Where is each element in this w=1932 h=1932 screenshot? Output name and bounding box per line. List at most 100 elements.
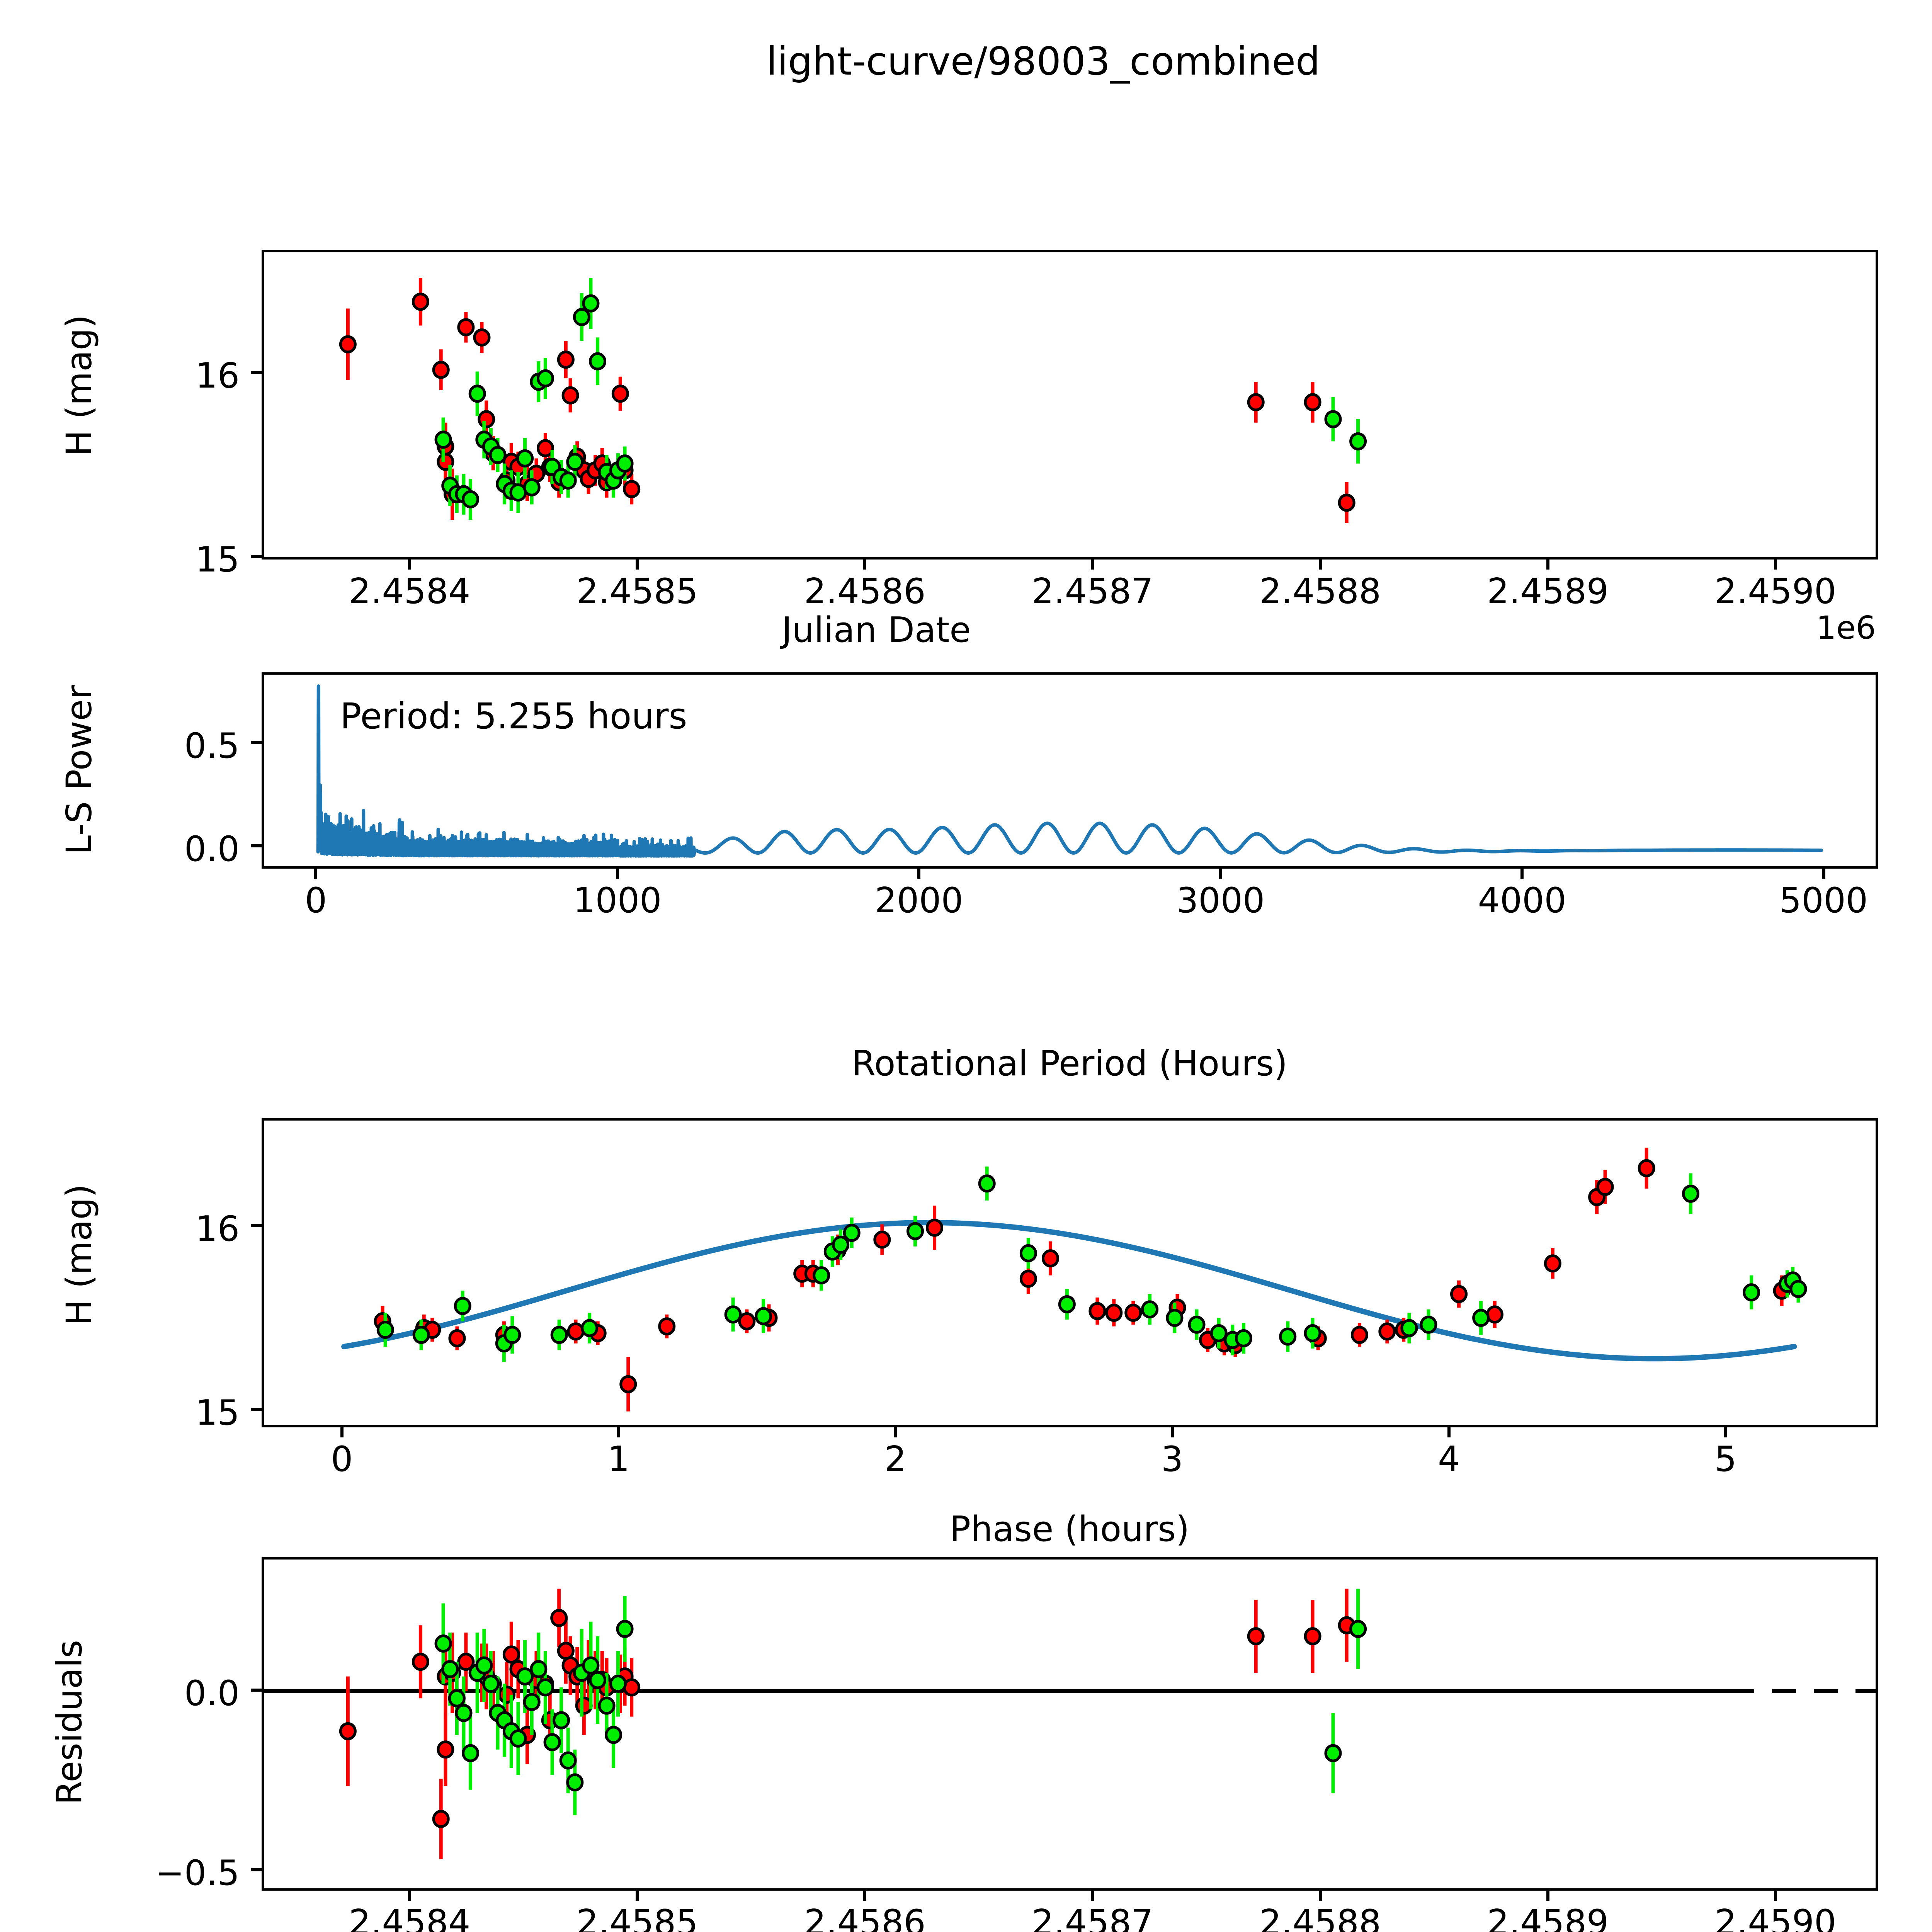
residuals-ytick-0-0: 0.0 (184, 1673, 240, 1714)
data-point (609, 1675, 627, 1693)
phased-xtick-mark (1724, 1427, 1728, 1437)
data-point (1279, 1327, 1297, 1346)
residuals-xtick-label-3: 2.4587 (1031, 1902, 1153, 1932)
periodogram-xtick-label-2: 2000 (874, 880, 963, 921)
lightcurve-x-offset-text: 1e6 (1816, 610, 1876, 646)
lightcurve-xtick-label-3: 2.4587 (1031, 571, 1153, 612)
lightcurve-xtick-label-1: 2.4585 (576, 571, 698, 612)
data-point (611, 384, 629, 403)
data-point (1486, 1305, 1503, 1324)
phased-xtick-label-5: 5 (1714, 1439, 1737, 1480)
data-point (478, 410, 495, 429)
periodogram-ytick-0-5: 0.5 (184, 726, 240, 766)
data-point (509, 1729, 527, 1748)
data-point (557, 1641, 575, 1660)
data-point (1338, 493, 1355, 512)
periodogram-xtick-label-0: 0 (304, 880, 327, 921)
data-point (566, 452, 584, 471)
periodogram-xtick-mark (1219, 869, 1222, 879)
phased-xtick-label-2: 2 (884, 1439, 906, 1480)
phased-xtick-label-3: 3 (1161, 1439, 1184, 1480)
data-point (567, 1322, 585, 1341)
data-point (1420, 1315, 1437, 1334)
data-point (1058, 1295, 1076, 1313)
data-point (462, 490, 480, 509)
data-point (462, 1744, 480, 1762)
data-point (434, 1634, 452, 1653)
lightcurve-xtick-label-5: 2.4589 (1487, 571, 1609, 612)
data-point (441, 1660, 459, 1679)
lightcurve-axes (262, 250, 1878, 560)
residuals-xtick-mark (636, 1891, 639, 1901)
residuals-xtick-label-2: 2.4586 (804, 1902, 926, 1932)
phased-xtick-mark (617, 1427, 620, 1437)
data-point (412, 1653, 429, 1671)
residuals-xtick-mark (1546, 1891, 1549, 1901)
residuals-ytick-neg-0-5: −0.5 (155, 1853, 240, 1893)
phased-xtick-mark (894, 1427, 897, 1437)
data-point (873, 1230, 891, 1249)
data-point (455, 1704, 473, 1722)
data-point (530, 1660, 548, 1679)
periodogram-axes (262, 672, 1878, 869)
lightcurve-xtick-mark (863, 560, 867, 570)
periodogram-xtick-mark (917, 869, 921, 879)
phased-xtick-mark (1170, 1427, 1174, 1437)
residuals-xtick-mark (1091, 1891, 1094, 1901)
residuals-xtick-mark (863, 1891, 867, 1901)
data-point (523, 1693, 541, 1711)
lightcurve-plot-area (339, 278, 1367, 523)
phased-lightcurve-axes (262, 1118, 1878, 1427)
residuals-xtick-label-1: 2.4585 (576, 1902, 698, 1932)
data-point (1019, 1244, 1037, 1262)
data-point (1324, 410, 1342, 429)
phased-xtick-label-4: 4 (1438, 1439, 1460, 1480)
data-point (339, 335, 357, 354)
phased-ytick-16: 16 (195, 1209, 240, 1249)
data-point (412, 1326, 430, 1344)
periodogram-ytick-mark-0-5 (251, 741, 262, 744)
phased-xlabel: Phase (hours) (949, 1509, 1190, 1549)
data-point (658, 1317, 676, 1336)
data-point (1088, 1302, 1106, 1320)
phased-xtick-label-0: 0 (331, 1439, 353, 1480)
lightcurve-xlabel: Julian Date (782, 610, 971, 650)
data-point (1596, 1178, 1614, 1196)
data-point (1350, 1326, 1368, 1344)
periodogram-ylabel: L-S Power (59, 685, 100, 855)
lightcurve-xtick-mark (1318, 560, 1322, 570)
lightcurve-xtick-mark (1546, 560, 1549, 570)
data-point (1304, 1324, 1321, 1342)
figure-title: light-curve/98003_combined (766, 39, 1320, 84)
residuals-ylabel: Residuals (49, 1640, 90, 1805)
data-point (454, 1297, 471, 1315)
data-point (559, 471, 577, 490)
lightcurve-ylabel: H (mag) (59, 315, 100, 456)
phased-ytick-15: 15 (195, 1393, 240, 1433)
data-point (516, 449, 534, 468)
data-point (616, 454, 634, 473)
data-point (1349, 1620, 1367, 1638)
lightcurve-xtick-mark (408, 560, 411, 570)
data-point (619, 1375, 637, 1393)
data-point (550, 1326, 568, 1344)
data-point (536, 369, 554, 388)
data-point (432, 1810, 450, 1828)
series-red-band (339, 278, 1355, 523)
data-point (457, 318, 475, 337)
data-point (978, 1174, 996, 1193)
data-point (1188, 1315, 1206, 1334)
data-point (1472, 1309, 1490, 1327)
data-point (536, 439, 554, 457)
data-point (1304, 393, 1321, 412)
residuals-xtick-mark (1774, 1891, 1777, 1901)
data-point (738, 1312, 756, 1330)
data-point (516, 1667, 534, 1686)
data-point (589, 1671, 607, 1689)
periodogram-xtick-label-3: 3000 (1176, 880, 1265, 921)
data-point (1450, 1285, 1468, 1303)
lightcurve-xtick-label-4: 2.4588 (1259, 571, 1381, 612)
series-red-band (374, 1148, 1791, 1412)
data-point (523, 478, 541, 497)
data-point (1141, 1300, 1159, 1319)
